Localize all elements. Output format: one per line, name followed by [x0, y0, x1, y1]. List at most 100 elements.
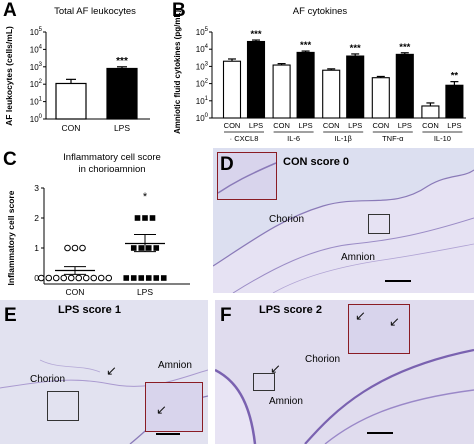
micrograph-e-cell-arrow: ↙: [106, 363, 117, 378]
chart-c-point-LPS-0-0: [123, 275, 130, 281]
chart-c-title: Inflammatory cell score: [63, 152, 161, 163]
micrograph-d-amnion-label: Amnion: [341, 252, 375, 263]
chart-c-point-CON-0-3: [60, 274, 68, 282]
micrograph-d-zoom-box: [368, 214, 390, 234]
chart-b-sig-IL1-LPS: ***: [350, 43, 361, 54]
micrograph-d: CON score 0 Chorion Amnion: [213, 148, 474, 293]
chart-b-sig-CXCL8-LPS: ***: [250, 29, 261, 40]
chart-c-point-CON-0-8: [97, 274, 105, 282]
micrograph-f-zoom-box: [253, 373, 275, 391]
chart-a-bar-LPS: [106, 67, 138, 120]
chart-a-ytick-label-2: 102: [30, 79, 43, 89]
chart-c-subtitle: in chorioamnion: [78, 164, 145, 175]
chart-c-ytick-label-2: 2: [34, 213, 39, 223]
chart-c-point-CON-0-5: [75, 274, 83, 282]
chart-c-sig-LPS: *: [143, 191, 148, 203]
chart-c-point-CON-0-6: [82, 274, 90, 282]
micrograph-e: LPS score 1 Chorion Amnion ↙ ↙: [0, 300, 208, 444]
chart-b-ytick-label-0: 100: [196, 113, 209, 123]
chart-a-ylabel: AF leukocytes (cells/mL): [4, 26, 14, 126]
chart-b-ytick-label-2: 102: [196, 79, 209, 89]
chart-b-cytokines: AF cytokines Amniotic fluid cytokines (pg…: [173, 6, 466, 143]
chart-c-point-LPS-2-0: [134, 215, 141, 221]
chart-b-ytick-label-4: 104: [196, 44, 209, 54]
micrograph-f-tissue: [215, 348, 474, 444]
micrograph-f-cell-arrow: ↙: [270, 361, 281, 376]
panel-letter-f: F: [220, 305, 232, 326]
micrograph-e-amnion-label: Amnion: [158, 360, 192, 371]
micrograph-f-inset-arrow-2: ↙: [389, 314, 400, 329]
chart-c-point-LPS-1-3: [153, 245, 160, 251]
chart-c-ylabel: Inflammatory cell score: [6, 190, 16, 285]
chart-c-point-CON-0-4: [67, 274, 75, 282]
micrograph-f-chorion-label: Chorion: [305, 354, 341, 365]
chart-b-sig-IL10-LPS: **: [451, 71, 459, 82]
chart-c-point-LPS-1-0: [130, 245, 137, 251]
micrograph-f-amnion-label: Amnion: [269, 396, 303, 407]
chart-b-bar-CXCL8-CON: [222, 60, 242, 119]
chart-c-point-LPS-2-1: [142, 215, 148, 221]
micrograph-f-inset: ↙ ↙: [348, 304, 410, 354]
chart-c-point-CON-1-1: [71, 244, 79, 252]
chart-b-bar-IL10-CON: [421, 105, 440, 119]
micrograph-e-inset: ↙: [145, 382, 203, 432]
chart-c-point-LPS-2-2: [149, 215, 156, 221]
chart-c-xtick-CON: CON: [66, 287, 85, 297]
chart-b-group-label-0: · CXCL8: [230, 134, 259, 143]
chart-c-ytick-label-1: 1: [34, 243, 39, 253]
chart-a-ytick-label-3: 103: [30, 62, 43, 72]
chart-b-bar-IL6-LPS: [296, 51, 315, 119]
micrograph-e-zoom-box: [47, 391, 79, 421]
chart-c-point-CON-0-7: [90, 274, 98, 282]
chart-b-xtick-CXCL8-CON: CON: [224, 121, 241, 130]
micrograph-d-scale-bar: [385, 280, 411, 282]
chart-b-xtick-TNF-CON: CON: [372, 121, 389, 130]
chart-a-leukocytes: Total AF leukocytes AF leukocytes (cells/…: [4, 6, 150, 133]
micrograph-e-chorion-label: Chorion: [30, 374, 66, 385]
chart-c-ytick-label-3: 3: [34, 183, 39, 193]
chart-a-ytick-label-5: 105: [30, 27, 43, 37]
chart-c-point-LPS-1-1: [138, 245, 145, 251]
chart-b-group-label-4: IL-10: [434, 134, 451, 143]
chart-c-point-LPS-1-2: [145, 245, 152, 251]
micrograph-d-chorion-label: Chorion: [269, 214, 305, 225]
chart-a-xtick-CON: CON: [62, 123, 81, 133]
chart-b-bar-IL1-CON: [322, 69, 341, 119]
chart-b-xtick-IL6-LPS: LPS: [299, 121, 313, 130]
panel-letter-c: C: [3, 149, 17, 170]
chart-b-xtick-IL10-LPS: LPS: [447, 121, 461, 130]
panel-letter-a: A: [3, 0, 17, 21]
chart-a-xtick-LPS: LPS: [114, 123, 130, 133]
chart-c-point-LPS-0-5: [160, 275, 167, 281]
chart-b-ylabel: Amniotic fluid cytokines (pg/mL): [173, 10, 182, 134]
chart-b-xtick-IL6-CON: CON: [273, 121, 290, 130]
panel-letter-b: B: [172, 0, 186, 21]
chart-b-ytick-label-3: 103: [196, 61, 209, 71]
chart-b-ytick-label-5: 105: [196, 27, 209, 37]
chart-b-group-label-1: IL-6: [287, 134, 300, 143]
micrograph-f-inset-arrow-1: ↙: [355, 308, 366, 323]
chart-c-point-CON-0-0: [37, 274, 45, 282]
chart-a-sig-LPS: ***: [116, 56, 128, 67]
chart-c-point-CON-1-0: [64, 244, 71, 252]
panel-letter-e: E: [4, 305, 17, 326]
micrograph-d-title: CON score 0: [283, 156, 350, 168]
chart-b-xtick-IL1-LPS: LPS: [348, 121, 362, 130]
micrograph-e-title: LPS score 1: [58, 304, 121, 316]
chart-b-bar-TNF-LPS: [395, 53, 414, 119]
micrograph-d-inset: [217, 152, 277, 200]
chart-c-point-CON-0-2: [52, 274, 60, 282]
chart-a-title: Total AF leukocytes: [54, 6, 136, 17]
micrograph-d-tissue: [213, 169, 474, 293]
chart-b-bar-TNF-CON: [371, 77, 390, 119]
chart-a-bar-CON: [55, 82, 87, 120]
chart-c-point-LPS-0-4: [153, 275, 160, 281]
chart-c-point-LPS-0-2: [138, 275, 145, 281]
micrograph-f-scale-bar: [367, 432, 393, 434]
micrograph-e-inset-arrow: ↙: [156, 402, 167, 417]
chart-b-group-label-3: TNF-α: [382, 134, 404, 143]
chart-c-point-LPS-0-1: [130, 275, 137, 281]
chart-c-point-LPS-0-3: [145, 275, 152, 281]
micrograph-f-title: LPS score 2: [259, 304, 322, 316]
